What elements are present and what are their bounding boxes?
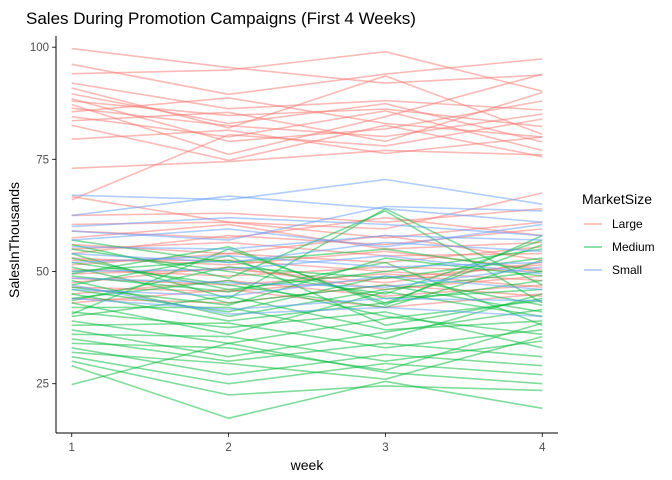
- x-tick-label: 3: [382, 442, 388, 454]
- series-line-small-74: [71, 205, 543, 241]
- series-line-medium-46: [71, 270, 543, 318]
- series-line-medium-55: [71, 299, 543, 345]
- series-line-medium-69: [71, 257, 543, 307]
- series-line-medium-56: [71, 322, 543, 349]
- series-line-large-14: [71, 124, 543, 162]
- series-line-small-75: [71, 223, 543, 248]
- legend-item-medium: Medium: [584, 240, 655, 254]
- series-line-small-77: [71, 241, 543, 264]
- series-line-large-18: [71, 192, 543, 230]
- y-tick-label: 75: [36, 154, 49, 166]
- legend-item-large: Large: [584, 217, 643, 231]
- plot-lines: [71, 47, 543, 420]
- series-line-large-8: [71, 100, 543, 128]
- legend-label-large: Large: [612, 217, 643, 231]
- x-axis-ticks: 1 2 3 4: [68, 433, 546, 454]
- series-line-medium-65: [71, 364, 543, 420]
- series-line-medium-62: [71, 335, 543, 381]
- series-line-medium-54: [71, 295, 543, 331]
- series-line-medium-48: [71, 275, 543, 313]
- y-axis-title: SalesInThousands: [6, 182, 22, 298]
- series-line-large-1: [71, 47, 543, 84]
- series-line-small-80: [71, 266, 543, 289]
- y-axis-ticks: 25 50 75 100: [30, 42, 56, 391]
- x-tick-label: 2: [225, 442, 231, 454]
- series-line-large-3: [71, 50, 543, 92]
- series-line-medium-59: [71, 338, 543, 363]
- series-line-small-83: [71, 284, 543, 318]
- legend-label-small: Small: [612, 263, 642, 277]
- series-line-small-72: [71, 195, 543, 223]
- legend-label-medium: Medium: [612, 240, 655, 254]
- series-line-medium-63: [71, 355, 543, 385]
- series-line-small-79: [71, 255, 543, 275]
- series-line-large-29: [71, 266, 543, 277]
- series-line-large-9: [71, 73, 543, 156]
- series-line-medium-58: [71, 333, 543, 363]
- series-line-medium-68: [71, 257, 543, 302]
- series-line-small-81: [71, 275, 543, 298]
- series-line-small-82: [71, 297, 543, 311]
- series-line-large-16: [71, 149, 543, 170]
- series-line-small-76: [71, 234, 543, 250]
- series-line-medium-57: [71, 308, 543, 358]
- series-line-small-71: [71, 178, 543, 205]
- y-tick-label: 100: [30, 42, 49, 54]
- x-tick-label: 1: [68, 442, 74, 454]
- series-line-medium-61: [71, 347, 543, 376]
- series-line-medium-53: [71, 311, 543, 349]
- series-line-large-13: [71, 91, 543, 143]
- legend-item-small: Small: [584, 263, 642, 277]
- series-line-large-12: [71, 110, 543, 152]
- series-line-small-73: [71, 216, 543, 237]
- x-tick-label: 4: [539, 442, 546, 454]
- series-line-medium-52: [71, 293, 543, 340]
- y-tick-label: 25: [36, 379, 49, 391]
- series-line-medium-60: [71, 322, 543, 372]
- series-line-large-17: [71, 118, 543, 201]
- series-line-large-22: [71, 223, 543, 250]
- series-line-medium-70: [71, 234, 543, 307]
- series-line-large-15: [71, 129, 543, 155]
- series-line-medium-42: [71, 259, 543, 309]
- series-line-large-2: [71, 58, 543, 96]
- series-line-medium-38: [71, 210, 543, 304]
- chart-title: Sales During Promotion Campaigns (First …: [26, 9, 416, 28]
- x-axis-title: week: [290, 457, 325, 473]
- series-line-large-25: [71, 228, 543, 255]
- legend-title: MarketSize: [582, 191, 652, 207]
- y-tick-label: 50: [36, 267, 49, 279]
- series-line-medium-64: [71, 360, 543, 396]
- series-line-medium-66: [71, 342, 543, 386]
- legend: MarketSize Large Medium Small: [582, 191, 655, 277]
